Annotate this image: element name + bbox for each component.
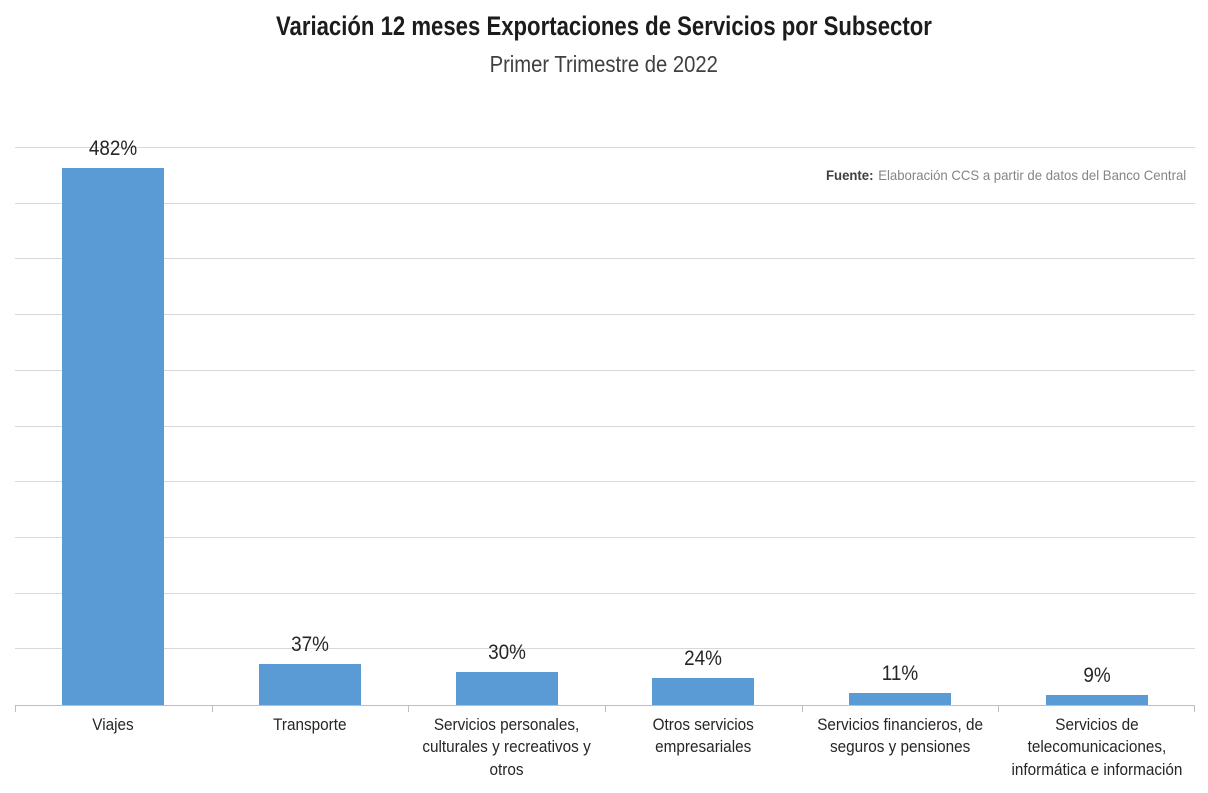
gridlines <box>15 147 1195 705</box>
bar-value-label-4: 11% <box>881 661 919 685</box>
bar-series: 482% 37% 30% 24% 11% 9% <box>15 137 1195 705</box>
gridline-400 <box>15 258 1195 260</box>
gridline-100 <box>15 592 1195 594</box>
axis-tick-1 <box>211 705 213 712</box>
bar-value-label-2: 30% <box>487 640 526 664</box>
source-text: Elaboración CCS a partir de datos del Ba… <box>878 167 1186 183</box>
chart-subtitle: Primer Trimestre de 2022 <box>0 51 1208 78</box>
plot-area: 482% 37% 30% 24% 11% 9% <box>15 137 1195 712</box>
gridline-300 <box>15 369 1195 371</box>
axis-tick-5 <box>998 705 1000 712</box>
axis-tick-0 <box>15 705 16 712</box>
x-axis-labels: Viajes Transporte Servicios personales, cu… <box>15 714 1195 781</box>
gridline-450 <box>15 202 1195 204</box>
bar-value-label-5: 9% <box>1083 663 1111 687</box>
bar-3: 24% <box>652 647 755 705</box>
bar-2: 30% <box>455 641 558 705</box>
category-label-text-1: Transporte <box>273 715 347 734</box>
bar-4: 11% <box>848 662 952 705</box>
gridline-50 <box>15 648 1195 650</box>
gridline-250 <box>15 425 1195 427</box>
axis-tick-4 <box>801 705 803 712</box>
gridline-200 <box>15 481 1195 483</box>
bar-column-0: 482% <box>15 137 212 705</box>
bar-5: 9% <box>1045 664 1148 705</box>
bar-value-label-1: 37% <box>291 632 329 656</box>
category-label-text-0: Viajes <box>92 715 135 734</box>
bar-column-5: 9% <box>998 148 1195 705</box>
category-label-3: Otros servicios empresariales <box>605 714 802 781</box>
bar-0: 482% <box>62 137 165 705</box>
category-label-4: Servicios financieros, de seguros y pens… <box>802 714 999 781</box>
source-label: Fuente: <box>825 167 874 183</box>
chart-title-text: Variación 12 meses Exportaciones de Serv… <box>276 11 932 41</box>
axis-tick-2 <box>408 705 410 712</box>
bar-column-1: 37% <box>212 148 409 705</box>
bar-value-label-0: 482% <box>89 137 138 161</box>
bar-value-label-3: 24% <box>684 647 723 671</box>
gridline-350 <box>15 314 1195 316</box>
category-label-0: Viajes <box>15 714 212 781</box>
bar-column-3: 24% <box>605 148 802 705</box>
axis-tick-3 <box>605 705 606 712</box>
category-label-text-3: Otros servicios empresariales <box>652 715 754 757</box>
category-label-1: Transporte <box>212 714 409 781</box>
category-label-5: Servicios de telecomunicaciones, informá… <box>998 714 1195 781</box>
gridline-150 <box>15 536 1195 538</box>
axis-tick-6 <box>1194 705 1195 712</box>
chart-subtitle-text: Primer Trimestre de 2022 <box>489 51 719 77</box>
source-note: Fuente: Elaboración CCS a partir de datos… <box>803 167 1186 183</box>
category-label-text-5: Servicios de telecomunicaciones, informá… <box>1011 715 1183 779</box>
bar-column-4: 11% <box>802 148 999 705</box>
bar-column-2: 30% <box>408 148 605 705</box>
gridline-500 <box>15 147 1195 148</box>
source-note-inner: Fuente: Elaboración CCS a partir de datos… <box>826 167 1186 183</box>
category-label-text-2: Servicios personales, culturales y recre… <box>422 715 591 779</box>
chart-title: Variación 12 meses Exportaciones de Serv… <box>0 11 1208 42</box>
category-label-text-4: Servicios financieros, de seguros y pens… <box>817 715 983 757</box>
category-label-2: Servicios personales, culturales y recre… <box>408 714 605 781</box>
bar-1: 37% <box>258 633 362 705</box>
